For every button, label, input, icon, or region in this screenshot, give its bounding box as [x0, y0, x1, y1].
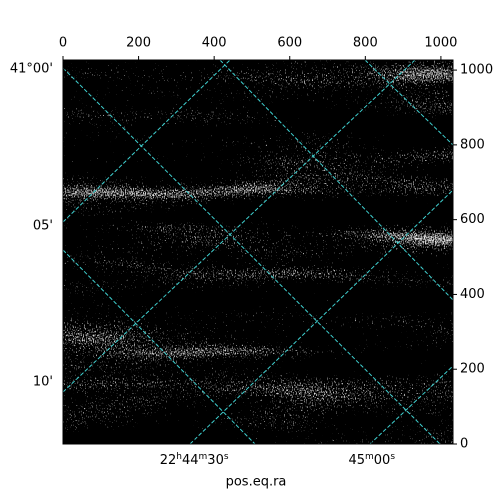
wcs-y-tick-label: 10' — [33, 374, 53, 389]
sky-image — [63, 60, 453, 444]
x-tick-label: 800 — [353, 36, 378, 51]
x-tick-label: 0 — [59, 36, 67, 51]
grid-line — [189, 189, 453, 444]
wcs-y-tick-label: 05' — [33, 219, 53, 234]
plot-frame — [62, 59, 454, 445]
coordinate-grid — [63, 60, 453, 444]
y-tick-label: 600 — [460, 212, 485, 227]
wcs-x-tick-label: 45m00s — [348, 452, 395, 468]
wcs-y-tick-label: 41°00' — [10, 61, 53, 76]
grid-line — [63, 249, 256, 444]
grid-line — [63, 60, 231, 223]
y-tick-label: 1000 — [460, 63, 493, 78]
grid-line — [369, 365, 453, 444]
y-tick-label: 400 — [460, 287, 485, 302]
x-tick-label: 200 — [126, 36, 151, 51]
x-tick-label: 1000 — [424, 36, 457, 51]
grid-line — [364, 60, 453, 146]
x-axis-label: pos.eq.ra — [226, 475, 287, 490]
x-tick-label: 400 — [202, 36, 227, 51]
y-tick-label: 0 — [460, 437, 468, 452]
y-tick-label: 800 — [460, 137, 485, 152]
grid-line — [219, 60, 453, 301]
x-tick-label: 600 — [277, 36, 302, 51]
y-tick-label: 200 — [460, 362, 485, 377]
grid-line — [63, 67, 441, 444]
wcs-x-tick-label: 22h44m30s — [160, 452, 229, 468]
grid-line — [63, 60, 416, 393]
